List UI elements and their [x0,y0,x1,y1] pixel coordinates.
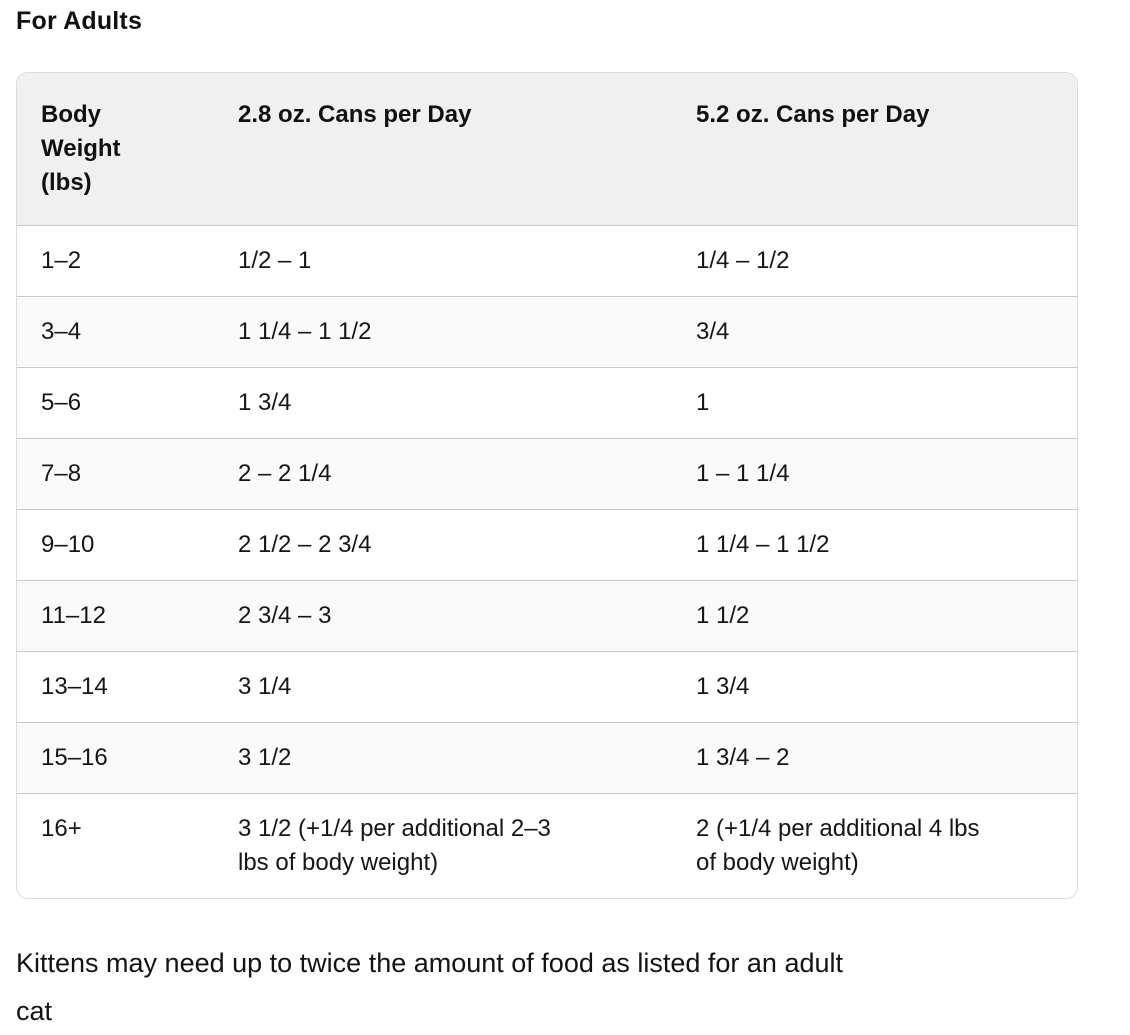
cans-5-2oz-cell: 3/4 [672,296,1077,368]
cans-2-8oz-cell: 2 3/4 – 3 [214,580,672,652]
section-heading: For Adults [16,7,143,35]
cans-5-2oz-cell: 1 3/4 – 2 [672,722,1077,794]
cans-5-2oz-cell: 1 1/2 [672,580,1077,652]
cans-5-2oz-cell: 1 [672,367,1077,439]
body-weight-cell: 9–10 [17,509,214,581]
table-row: 11–12 2 3/4 – 3 1 1/2 [17,580,1077,652]
cans-2-8oz-cell: 2 1/2 – 2 3/4 [214,509,672,581]
col-header-2-8oz-cans: 2.8 oz. Cans per Day [214,73,672,226]
body-weight-cell: 5–6 [17,367,214,439]
table-row: 3–4 1 1/4 – 1 1/2 3/4 [17,296,1077,368]
body-weight-cell: 3–4 [17,296,214,368]
body-weight-cell: 11–12 [17,580,214,652]
feeding-table: Body Weight (lbs) 2.8 oz. Cans per Day 5… [17,73,1077,898]
table-row: 13–14 3 1/4 1 3/4 [17,651,1077,723]
cans-2-8oz-cell: 3 1/2 (+1/4 per additional 2–3 lbs of bo… [214,793,672,898]
col-header-body-weight-label: Body Weight (lbs) [41,101,121,196]
col-header-5-2oz-cans: 5.2 oz. Cans per Day [672,73,1077,226]
cans-5-2oz-cell: 1 1/4 – 1 1/2 [672,509,1077,581]
table-row: 7–8 2 – 2 1/4 1 – 1 1/4 [17,438,1077,510]
table-body: 1–2 1/2 – 1 1/4 – 1/2 3–4 1 1/4 – 1 1/2 … [17,225,1077,898]
col-header-2-8oz-label: 2.8 oz. Cans per Day [238,101,472,128]
table-row: 1–2 1/2 – 1 1/4 – 1/2 [17,225,1077,297]
cans-5-2oz-cell: 2 (+1/4 per additional 4 lbs of body wei… [672,793,1077,898]
cans-5-2oz-cell: 1/4 – 1/2 [672,225,1077,297]
cans-5-2oz-cell: 1 3/4 [672,651,1077,723]
cans-2-8oz-cell: 2 – 2 1/4 [214,438,672,510]
table-row: 16+ 3 1/2 (+1/4 per additional 2–3 lbs o… [17,793,1077,898]
cans-2-8oz-cell: 1/2 – 1 [214,225,672,297]
cans-5-2oz-cell: 1 – 1 1/4 [672,438,1077,510]
table-row: 5–6 1 3/4 1 [17,367,1077,439]
cans-2-8oz-cell: 3 1/2 [214,722,672,794]
cans-2-8oz-cell: 3 1/4 [214,651,672,723]
table-row: 15–16 3 1/2 1 3/4 – 2 [17,722,1077,794]
body-weight-cell: 1–2 [17,225,214,297]
cans-2-8oz-cell: 1 3/4 [214,367,672,439]
body-weight-cell: 13–14 [17,651,214,723]
header-row: Body Weight (lbs) 2.8 oz. Cans per Day 5… [17,73,1077,226]
feeding-table-container: Body Weight (lbs) 2.8 oz. Cans per Day 5… [16,72,1078,899]
body-weight-cell: 7–8 [17,438,214,510]
table-row: 9–10 2 1/2 – 2 3/4 1 1/4 – 1 1/2 [17,509,1077,581]
col-header-5-2oz-label: 5.2 oz. Cans per Day [696,101,930,128]
kitten-note: Kittens may need up to twice the amount … [16,948,843,1026]
body-weight-cell: 16+ [17,793,214,898]
body-weight-cell: 15–16 [17,722,214,794]
col-header-body-weight: Body Weight (lbs) [17,73,214,226]
cans-2-8oz-cell: 1 1/4 – 1 1/2 [214,296,672,368]
